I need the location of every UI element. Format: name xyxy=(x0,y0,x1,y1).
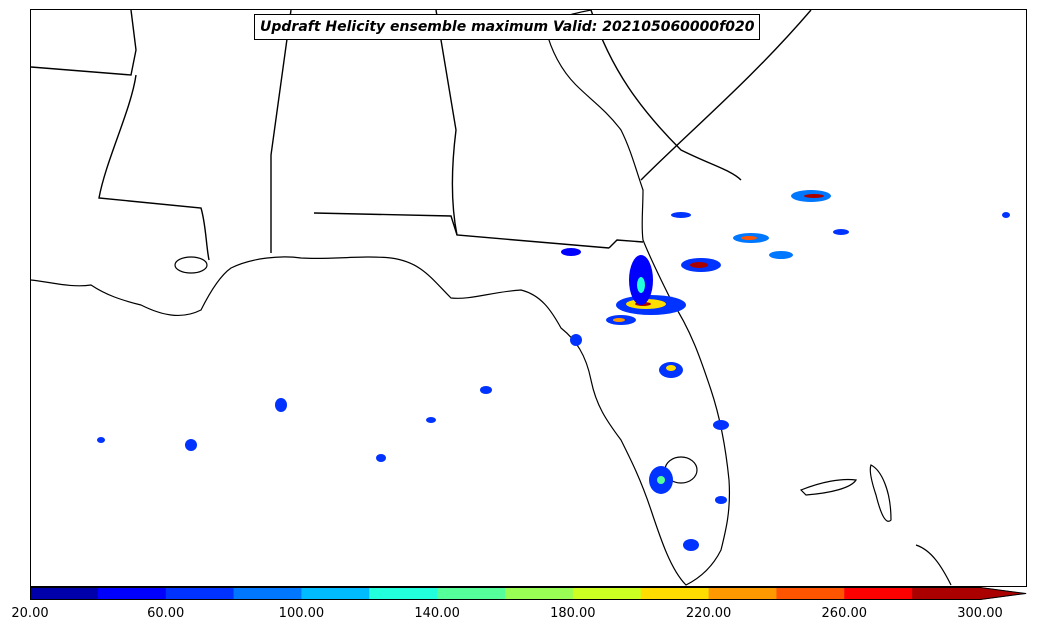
colorbar-tick-label: 260.00 xyxy=(821,606,868,621)
cell-i xyxy=(561,248,581,256)
colorbar-extend-arrow xyxy=(912,587,1027,600)
lake-pontchartrain xyxy=(174,256,208,274)
cell-e xyxy=(376,454,386,462)
colorbar-segment xyxy=(369,587,438,600)
swath-2-core xyxy=(690,262,708,268)
colorbar-tick-label: 180.00 xyxy=(550,606,596,621)
cell-b xyxy=(185,439,197,451)
colorbar-tick-label: 140.00 xyxy=(414,606,460,621)
cell-a xyxy=(275,398,287,412)
map-canvas xyxy=(31,10,1010,586)
colorbar-segment xyxy=(97,587,167,600)
andros-outline xyxy=(869,464,892,522)
swath-6-core xyxy=(657,476,665,484)
cell-d xyxy=(480,386,492,394)
helicity-swaths xyxy=(97,190,1010,551)
cell-j xyxy=(671,212,691,218)
cell-f xyxy=(713,420,729,430)
border-mississippi-north xyxy=(31,10,137,76)
swath-9-core xyxy=(613,318,625,322)
colorbar-segment xyxy=(844,587,913,600)
colorbar-tick-label: 60.00 xyxy=(147,606,185,621)
coastlines xyxy=(31,10,952,586)
colorbar-outline xyxy=(30,587,1027,600)
colorbar-segment xyxy=(708,587,777,600)
map-panel xyxy=(30,9,1027,587)
colorbar-segment xyxy=(165,587,235,600)
colorbar-tick-label: 20.00 xyxy=(11,606,49,621)
colorbar xyxy=(30,587,1027,600)
border-alabama-georgia xyxy=(435,10,458,236)
border-florida-alabama xyxy=(313,212,610,249)
colorbar-tick-label: 300.00 xyxy=(957,606,1003,621)
border-mississippi-alabama xyxy=(270,10,292,253)
cell-n xyxy=(1002,212,1010,218)
colorbar-segment xyxy=(30,587,99,600)
border-florida-georgia-east xyxy=(608,239,644,249)
border-georgia-carolina xyxy=(590,10,742,181)
colorbar-segment xyxy=(505,587,574,600)
colorbar-segment xyxy=(572,587,642,600)
colorbar-segment xyxy=(776,587,845,600)
cell-c xyxy=(570,334,582,346)
swath-3-core xyxy=(804,194,824,198)
swath-5-core xyxy=(666,365,676,371)
colorbar-segment xyxy=(233,587,302,600)
colorbar-segments xyxy=(30,587,1027,600)
map-title: Updraft Helicity ensemble maximum Valid:… xyxy=(254,14,761,40)
border-carolina-coast xyxy=(640,10,812,181)
cell-k xyxy=(715,496,727,504)
cell-g xyxy=(769,251,793,259)
cell-m xyxy=(97,437,105,443)
cell-l xyxy=(426,417,436,423)
bahamas-east-outline xyxy=(915,544,952,586)
gulf-coastline xyxy=(31,10,731,586)
swath-8 xyxy=(683,539,699,551)
colorbar-segment xyxy=(301,587,370,600)
colorbar-tick-label: 100.00 xyxy=(278,606,325,621)
swath-4-core xyxy=(741,236,757,240)
colorbar-segment xyxy=(640,587,710,600)
colorbar-tick-label: 220.00 xyxy=(685,606,732,621)
colorbar-segment xyxy=(437,587,506,600)
bahamas-outline xyxy=(799,478,858,496)
border-louisiana-mississippi xyxy=(98,74,210,261)
state-borders xyxy=(31,10,812,261)
swath-7-core xyxy=(637,277,645,293)
cell-h xyxy=(833,229,849,235)
